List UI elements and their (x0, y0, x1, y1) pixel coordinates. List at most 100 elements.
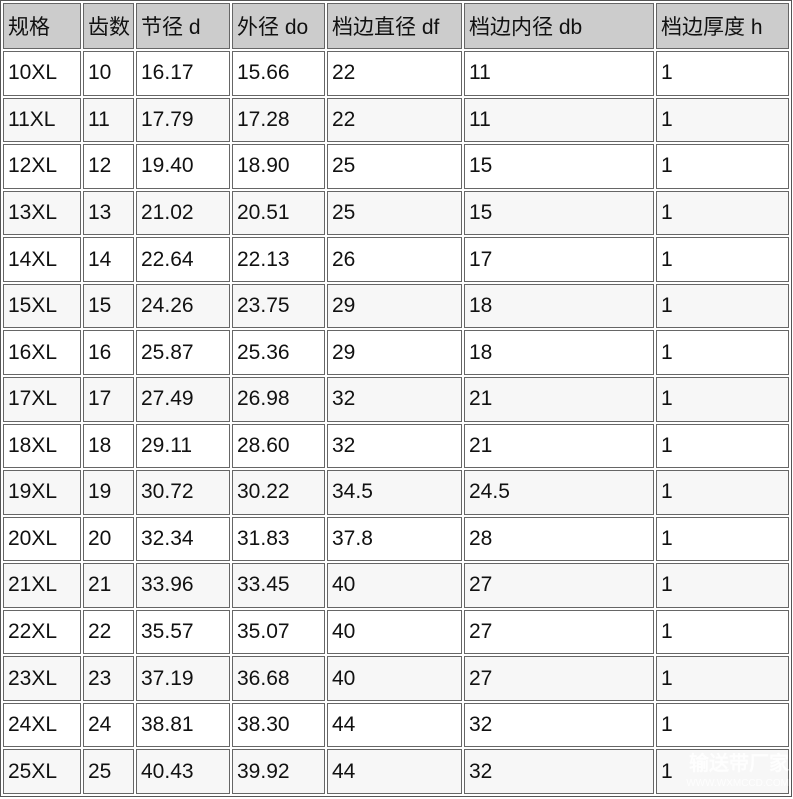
table-cell: 21.02 (136, 190, 230, 236)
table-cell: 20.51 (232, 190, 325, 236)
table-cell: 17XL (3, 376, 81, 422)
table-row: 12XL 12 19.40 18.90 25 15 1 (3, 144, 789, 189)
table-cell: 40 (327, 563, 462, 608)
table-cell: 10XL (3, 51, 81, 96)
table-cell: 40.43 (136, 749, 230, 794)
table-cell: 25.36 (232, 330, 325, 375)
table-cell: 13 (83, 190, 134, 236)
table-cell: 37.19 (136, 656, 230, 701)
table-cell: 26.98 (232, 376, 325, 422)
table-cell: 18.90 (232, 144, 325, 189)
table-row: 25XL 25 40.43 39.92 44 32 1 (3, 749, 789, 794)
column-header: 档边厚度 h (656, 3, 789, 49)
table-cell: 30.72 (136, 470, 230, 515)
table-cell: 25XL (3, 749, 81, 794)
table-cell: 32 (464, 749, 654, 794)
table-cell: 17.79 (136, 97, 230, 143)
table-cell: 1 (656, 656, 789, 701)
table-cell: 30.22 (232, 470, 325, 515)
table-cell: 1 (656, 609, 789, 655)
table-cell: 29 (327, 330, 462, 375)
table-cell: 32 (464, 702, 654, 748)
table-cell: 34.5 (327, 470, 462, 515)
table-cell: 11 (464, 97, 654, 143)
table-cell: 27 (464, 609, 654, 655)
table-cell: 22 (83, 609, 134, 655)
table-cell: 33.45 (232, 563, 325, 608)
table-cell: 1 (656, 749, 789, 794)
table-cell: 15.66 (232, 51, 325, 96)
table-cell: 31.83 (232, 516, 325, 562)
table-cell: 38.30 (232, 702, 325, 748)
table-cell: 15 (464, 190, 654, 236)
table-cell: 32 (327, 376, 462, 422)
table-cell: 1 (656, 376, 789, 422)
table-row: 21XL 21 33.96 33.45 40 27 1 (3, 563, 789, 608)
table-cell: 21 (464, 423, 654, 469)
table-cell: 26 (327, 237, 462, 282)
table-cell: 12 (83, 144, 134, 189)
table-row: 17XL 17 27.49 26.98 32 21 1 (3, 376, 789, 422)
table-row: 18XL 18 29.11 28.60 32 21 1 (3, 423, 789, 469)
table-cell: 23.75 (232, 283, 325, 329)
table-cell: 28 (464, 516, 654, 562)
column-header: 档边内径 db (464, 3, 654, 49)
table-cell: 1 (656, 330, 789, 375)
table-row: 11XL 11 17.79 17.28 22 11 1 (3, 97, 789, 143)
table-cell: 10 (83, 51, 134, 96)
table-cell: 13XL (3, 190, 81, 236)
table-cell: 37.8 (327, 516, 462, 562)
table-row: 13XL 13 21.02 20.51 25 15 1 (3, 190, 789, 236)
table-cell: 25 (83, 749, 134, 794)
table-cell: 21 (464, 376, 654, 422)
table-cell: 11 (83, 97, 134, 143)
table-cell: 23 (83, 656, 134, 701)
table-cell: 32.34 (136, 516, 230, 562)
table-cell: 17 (464, 237, 654, 282)
column-header: 规格 (3, 3, 81, 49)
table-cell: 44 (327, 749, 462, 794)
column-header: 档边直径 df (327, 3, 462, 49)
column-header: 节径 d (136, 3, 230, 49)
table-cell: 1 (656, 516, 789, 562)
table-cell: 1 (656, 283, 789, 329)
table-row: 10XL 10 16.17 15.66 22 11 1 (3, 51, 789, 96)
table-cell: 40 (327, 656, 462, 701)
table-cell: 28.60 (232, 423, 325, 469)
table-cell: 1 (656, 190, 789, 236)
table-cell: 18XL (3, 423, 81, 469)
table-cell: 25 (327, 144, 462, 189)
table-cell: 21 (83, 563, 134, 608)
table-cell: 1 (656, 144, 789, 189)
column-header: 外径 do (232, 3, 325, 49)
table-cell: 12XL (3, 144, 81, 189)
table-cell: 19 (83, 470, 134, 515)
table-cell: 1 (656, 470, 789, 515)
table-cell: 1 (656, 423, 789, 469)
table-cell: 36.68 (232, 656, 325, 701)
table-cell: 23XL (3, 656, 81, 701)
table-cell: 11 (464, 51, 654, 96)
table-cell: 38.81 (136, 702, 230, 748)
table-cell: 24.5 (464, 470, 654, 515)
table-cell: 27.49 (136, 376, 230, 422)
table-cell: 17.28 (232, 97, 325, 143)
table-row: 20XL 20 32.34 31.83 37.8 28 1 (3, 516, 789, 562)
table-cell: 40 (327, 609, 462, 655)
table-cell: 18 (83, 423, 134, 469)
table-cell: 20XL (3, 516, 81, 562)
table-cell: 1 (656, 51, 789, 96)
table-cell: 1 (656, 237, 789, 282)
table-cell: 22XL (3, 609, 81, 655)
table-cell: 16XL (3, 330, 81, 375)
table-cell: 17 (83, 376, 134, 422)
table-cell: 44 (327, 702, 462, 748)
table-cell: 18 (464, 330, 654, 375)
table-cell: 15 (83, 283, 134, 329)
table-cell: 1 (656, 702, 789, 748)
table-cell: 35.57 (136, 609, 230, 655)
table-row: 22XL 22 35.57 35.07 40 27 1 (3, 609, 789, 655)
table-cell: 20 (83, 516, 134, 562)
table-cell: 16.17 (136, 51, 230, 96)
